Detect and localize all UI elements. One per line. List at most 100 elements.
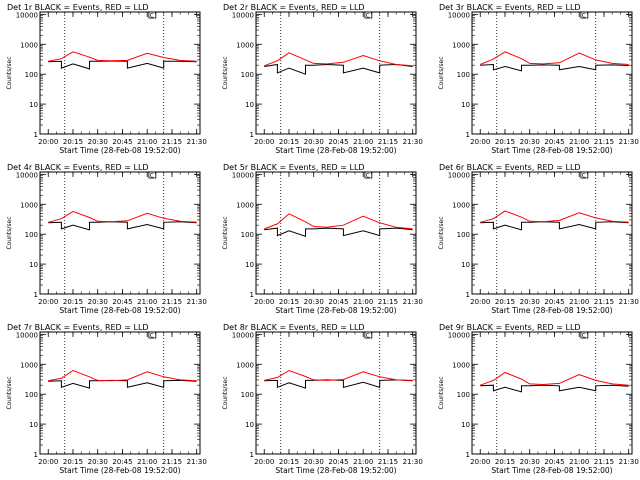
y-tick-label: 10 [461, 261, 470, 269]
x-tick-label: 21:00 [569, 458, 589, 466]
x-tick-label: 20:30 [304, 138, 324, 146]
x-tick-label: 20:15 [279, 138, 299, 146]
plot-frame [39, 11, 201, 135]
y-tick-label: 10000 [232, 11, 254, 19]
x-tick-label: 20:00 [254, 458, 274, 466]
x-tick-label: 21:15 [594, 458, 614, 466]
x-tick-label: 20:45 [544, 138, 564, 146]
x-tick-label: 20:30 [304, 458, 324, 466]
chart-title: Det 7r BLACK = Events, RED = LLD [7, 323, 149, 332]
x-tick-label: 21:00 [137, 458, 157, 466]
series-lld-line [48, 210, 197, 223]
y-tick-label: 10000 [448, 11, 470, 19]
x-tick-label: 20:00 [470, 458, 490, 466]
plot-frame [471, 11, 633, 135]
y-tick-label: 100 [241, 71, 254, 79]
plot-frame [39, 331, 201, 455]
x-tick-label: 20:15 [495, 138, 515, 146]
y-tick-label: 10000 [16, 11, 38, 19]
y-axis-label: Counts/sec [6, 376, 13, 409]
chart-panel-8: Det 8r BLACK = Events, RED = LLD Counts/s… [222, 323, 423, 475]
chart-title: Det 5r BLACK = Events, RED = LLD [223, 163, 365, 172]
plot-frame [255, 11, 417, 135]
x-tick-label: 20:30 [520, 298, 540, 306]
y-tick-label: 1000 [452, 361, 470, 369]
y-tick-label: 10000 [16, 331, 38, 339]
y-tick-label: 10000 [16, 171, 38, 179]
x-tick-label: 21:15 [162, 138, 182, 146]
y-tick-label: 100 [241, 231, 254, 239]
x-tick-label: 21:00 [353, 138, 373, 146]
marker-label: C [150, 173, 154, 180]
x-tick-label: 20:00 [38, 298, 58, 306]
x-tick-label: 20:30 [88, 458, 108, 466]
y-tick-label: 1000 [236, 41, 254, 49]
y-tick-label: 100 [25, 391, 38, 399]
x-tick-label: 21:15 [162, 458, 182, 466]
x-tick-label: 21:00 [137, 298, 157, 306]
marker-label: C [582, 173, 586, 180]
series-lld-line [480, 371, 629, 386]
marker-label: C [150, 13, 154, 20]
series-events-line [480, 221, 629, 231]
chart-panel-6: Det 6r BLACK = Events, RED = LLD Counts/s… [438, 163, 639, 315]
x-tick-label: 20:00 [470, 298, 490, 306]
x-tick-label: 21:00 [353, 458, 373, 466]
x-axis-label: Start Time (28-Feb-08 19:52:00) [59, 146, 180, 155]
x-tick-label: 20:30 [88, 298, 108, 306]
x-tick-label: 20:45 [112, 458, 132, 466]
y-tick-label: 1000 [452, 41, 470, 49]
x-tick-label: 20:45 [112, 138, 132, 146]
chart-title: Det 9r BLACK = Events, RED = LLD [439, 323, 581, 332]
plot-frame [255, 171, 417, 295]
x-axis-label: Start Time (28-Feb-08 19:52:00) [275, 466, 396, 475]
y-tick-label: 1 [250, 131, 254, 139]
y-tick-label: 10000 [448, 331, 470, 339]
series-events-line [480, 63, 629, 72]
y-tick-label: 10 [29, 261, 38, 269]
series-events-line [264, 63, 413, 75]
y-tick-label: 100 [25, 71, 38, 79]
chart-title: Det 4r BLACK = Events, RED = LLD [7, 163, 149, 172]
x-tick-label: 20:00 [470, 138, 490, 146]
y-tick-label: 1 [250, 291, 254, 299]
x-axis-label: Start Time (28-Feb-08 19:52:00) [491, 146, 612, 155]
plot-frame [471, 331, 633, 455]
y-tick-label: 10000 [232, 331, 254, 339]
x-tick-label: 21:30 [403, 138, 423, 146]
x-tick-label: 20:45 [544, 458, 564, 466]
plot-frame [471, 171, 633, 295]
x-tick-label: 20:45 [328, 458, 348, 466]
plot-frame [39, 171, 201, 295]
y-axis-label: Counts/sec [438, 56, 445, 89]
x-tick-label: 20:30 [304, 298, 324, 306]
series-lld-line [48, 369, 197, 382]
y-tick-label: 1000 [20, 361, 38, 369]
series-events-line [264, 227, 413, 237]
chart-panel-5: Det 5r BLACK = Events, RED = LLD Counts/s… [222, 163, 423, 315]
x-tick-label: 21:30 [619, 298, 639, 306]
x-tick-label: 20:15 [63, 298, 83, 306]
x-axis-label: Start Time (28-Feb-08 19:52:00) [275, 146, 396, 155]
y-tick-label: 10000 [448, 171, 470, 179]
y-tick-label: 1000 [452, 201, 470, 209]
y-tick-label: 10 [29, 421, 38, 429]
x-tick-label: 20:15 [279, 298, 299, 306]
series-lld-line [480, 51, 629, 65]
x-tick-label: 21:15 [594, 298, 614, 306]
x-tick-label: 21:00 [353, 298, 373, 306]
y-tick-label: 10 [245, 101, 254, 109]
x-tick-label: 21:30 [403, 458, 423, 466]
y-tick-label: 10000 [232, 171, 254, 179]
chart-panel-9: Det 9r BLACK = Events, RED = LLD Counts/s… [438, 323, 639, 475]
chart-title: Det 3r BLACK = Events, RED = LLD [439, 3, 581, 12]
y-axis-label: Counts/sec [438, 216, 445, 249]
x-axis-label: Start Time (28-Feb-08 19:52:00) [59, 466, 180, 475]
marker-label: C [366, 173, 370, 180]
y-axis-label: Counts/sec [6, 216, 13, 249]
chart-panel-1: Det 1r BLACK = Events, RED = LLD Counts/s… [6, 3, 207, 155]
y-tick-label: 1 [34, 291, 38, 299]
y-axis-label: Counts/sec [222, 56, 229, 89]
